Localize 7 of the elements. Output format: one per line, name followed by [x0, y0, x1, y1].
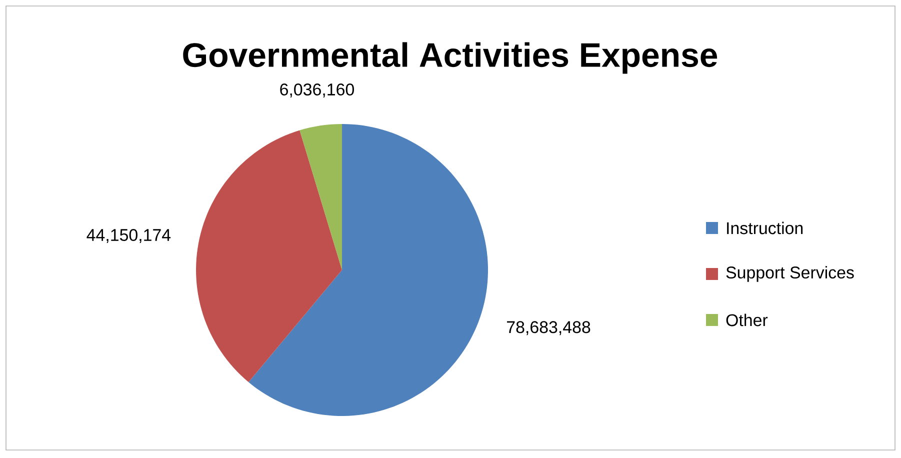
legend-label: Instruction [727, 222, 803, 234]
chart-title: Governmental Activities Expense [183, 42, 718, 74]
legend-label: Support Services [726, 266, 854, 282]
data-label: 78,683,488 [507, 321, 590, 336]
data-label: 44,150,174 [86, 229, 171, 244]
legend-label: Other [726, 314, 768, 326]
data-label: 6,036,160 [280, 83, 354, 98]
